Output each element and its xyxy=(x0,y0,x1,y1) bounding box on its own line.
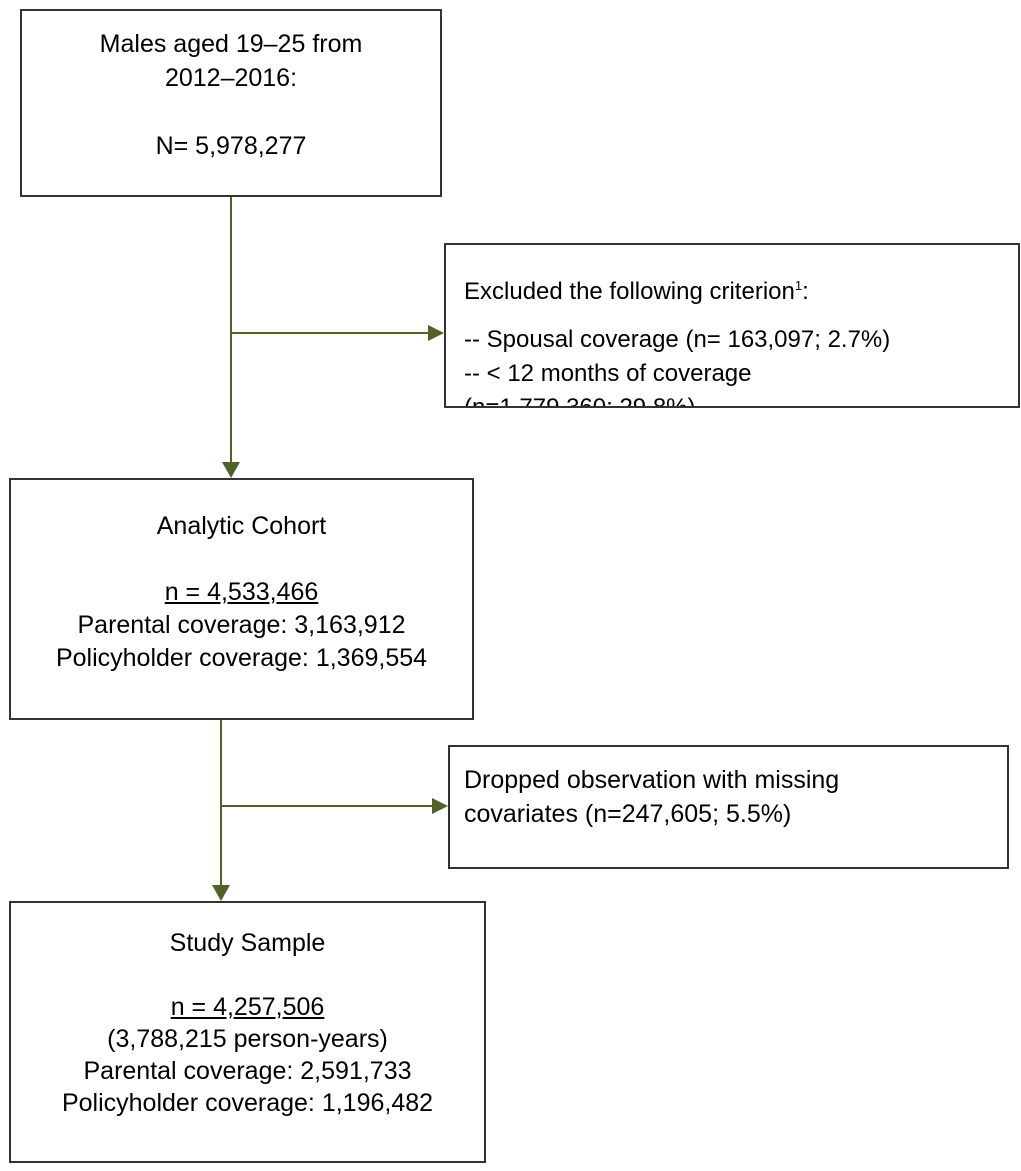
exclusion-criteria-box: Excluded the following criterion1: -- Sp… xyxy=(444,243,1020,408)
exclusion1-item1: -- Spousal coverage (n= 163,097; 2.7%) xyxy=(464,326,891,353)
start-population-box: Males aged 19–25 from 2012–2016: N= 5,97… xyxy=(20,9,442,197)
spacer xyxy=(22,95,440,129)
exclusion1-heading: Excluded the following criterion1: xyxy=(464,275,1018,309)
arrowhead-exclusion2 xyxy=(432,798,448,814)
arrowhead-cohort xyxy=(222,462,240,478)
study-sample-box: Study Sample n = 4,257,506 (3,788,215 pe… xyxy=(9,901,486,1163)
start-line2: 2012–2016: xyxy=(164,64,298,92)
cohort-policyholder: Policyholder coverage: 1,369,554 xyxy=(55,644,428,672)
exclusion1-heading-text: Excluded the following criterion xyxy=(464,278,795,305)
sample-title: Study Sample xyxy=(169,929,326,957)
exclusion1-heading-colon: : xyxy=(802,278,809,305)
spacer xyxy=(464,309,1018,323)
cohort-title: Analytic Cohort xyxy=(156,512,327,540)
sample-parental: Parental coverage: 2,591,733 xyxy=(83,1057,412,1085)
analytic-cohort-box: Analytic Cohort n = 4,533,466 Parental c… xyxy=(9,478,474,720)
sample-person-years: (3,788,215 person-years) xyxy=(107,1025,388,1053)
sample-policyholder: Policyholder coverage: 1,196,482 xyxy=(61,1089,434,1117)
exclusion1-item2: -- < 12 months of coverage xyxy=(464,360,752,387)
sample-n: n = 4,257,506 xyxy=(170,993,325,1021)
cohort-n: n = 4,533,466 xyxy=(164,578,319,606)
start-n: N= 5,978,277 xyxy=(155,132,307,160)
start-line1: Males aged 19–25 from xyxy=(99,30,363,58)
exclusion2-line1: Dropped observation with missing xyxy=(464,766,840,794)
spacer xyxy=(11,543,472,576)
arrowhead-sample xyxy=(212,885,230,901)
exclusion1-item3: (n=1,779,360; 29.8%) xyxy=(464,394,696,408)
footnote-marker: 1 xyxy=(794,278,803,293)
cohort-parental: Parental coverage: 3,163,912 xyxy=(77,611,406,639)
missing-covariates-box: Dropped observation with missing covaria… xyxy=(448,745,1009,869)
arrowhead-exclusion1 xyxy=(428,325,444,341)
exclusion2-line2: covariates (n=247,605; 5.5%) xyxy=(464,800,792,828)
spacer xyxy=(11,959,484,991)
